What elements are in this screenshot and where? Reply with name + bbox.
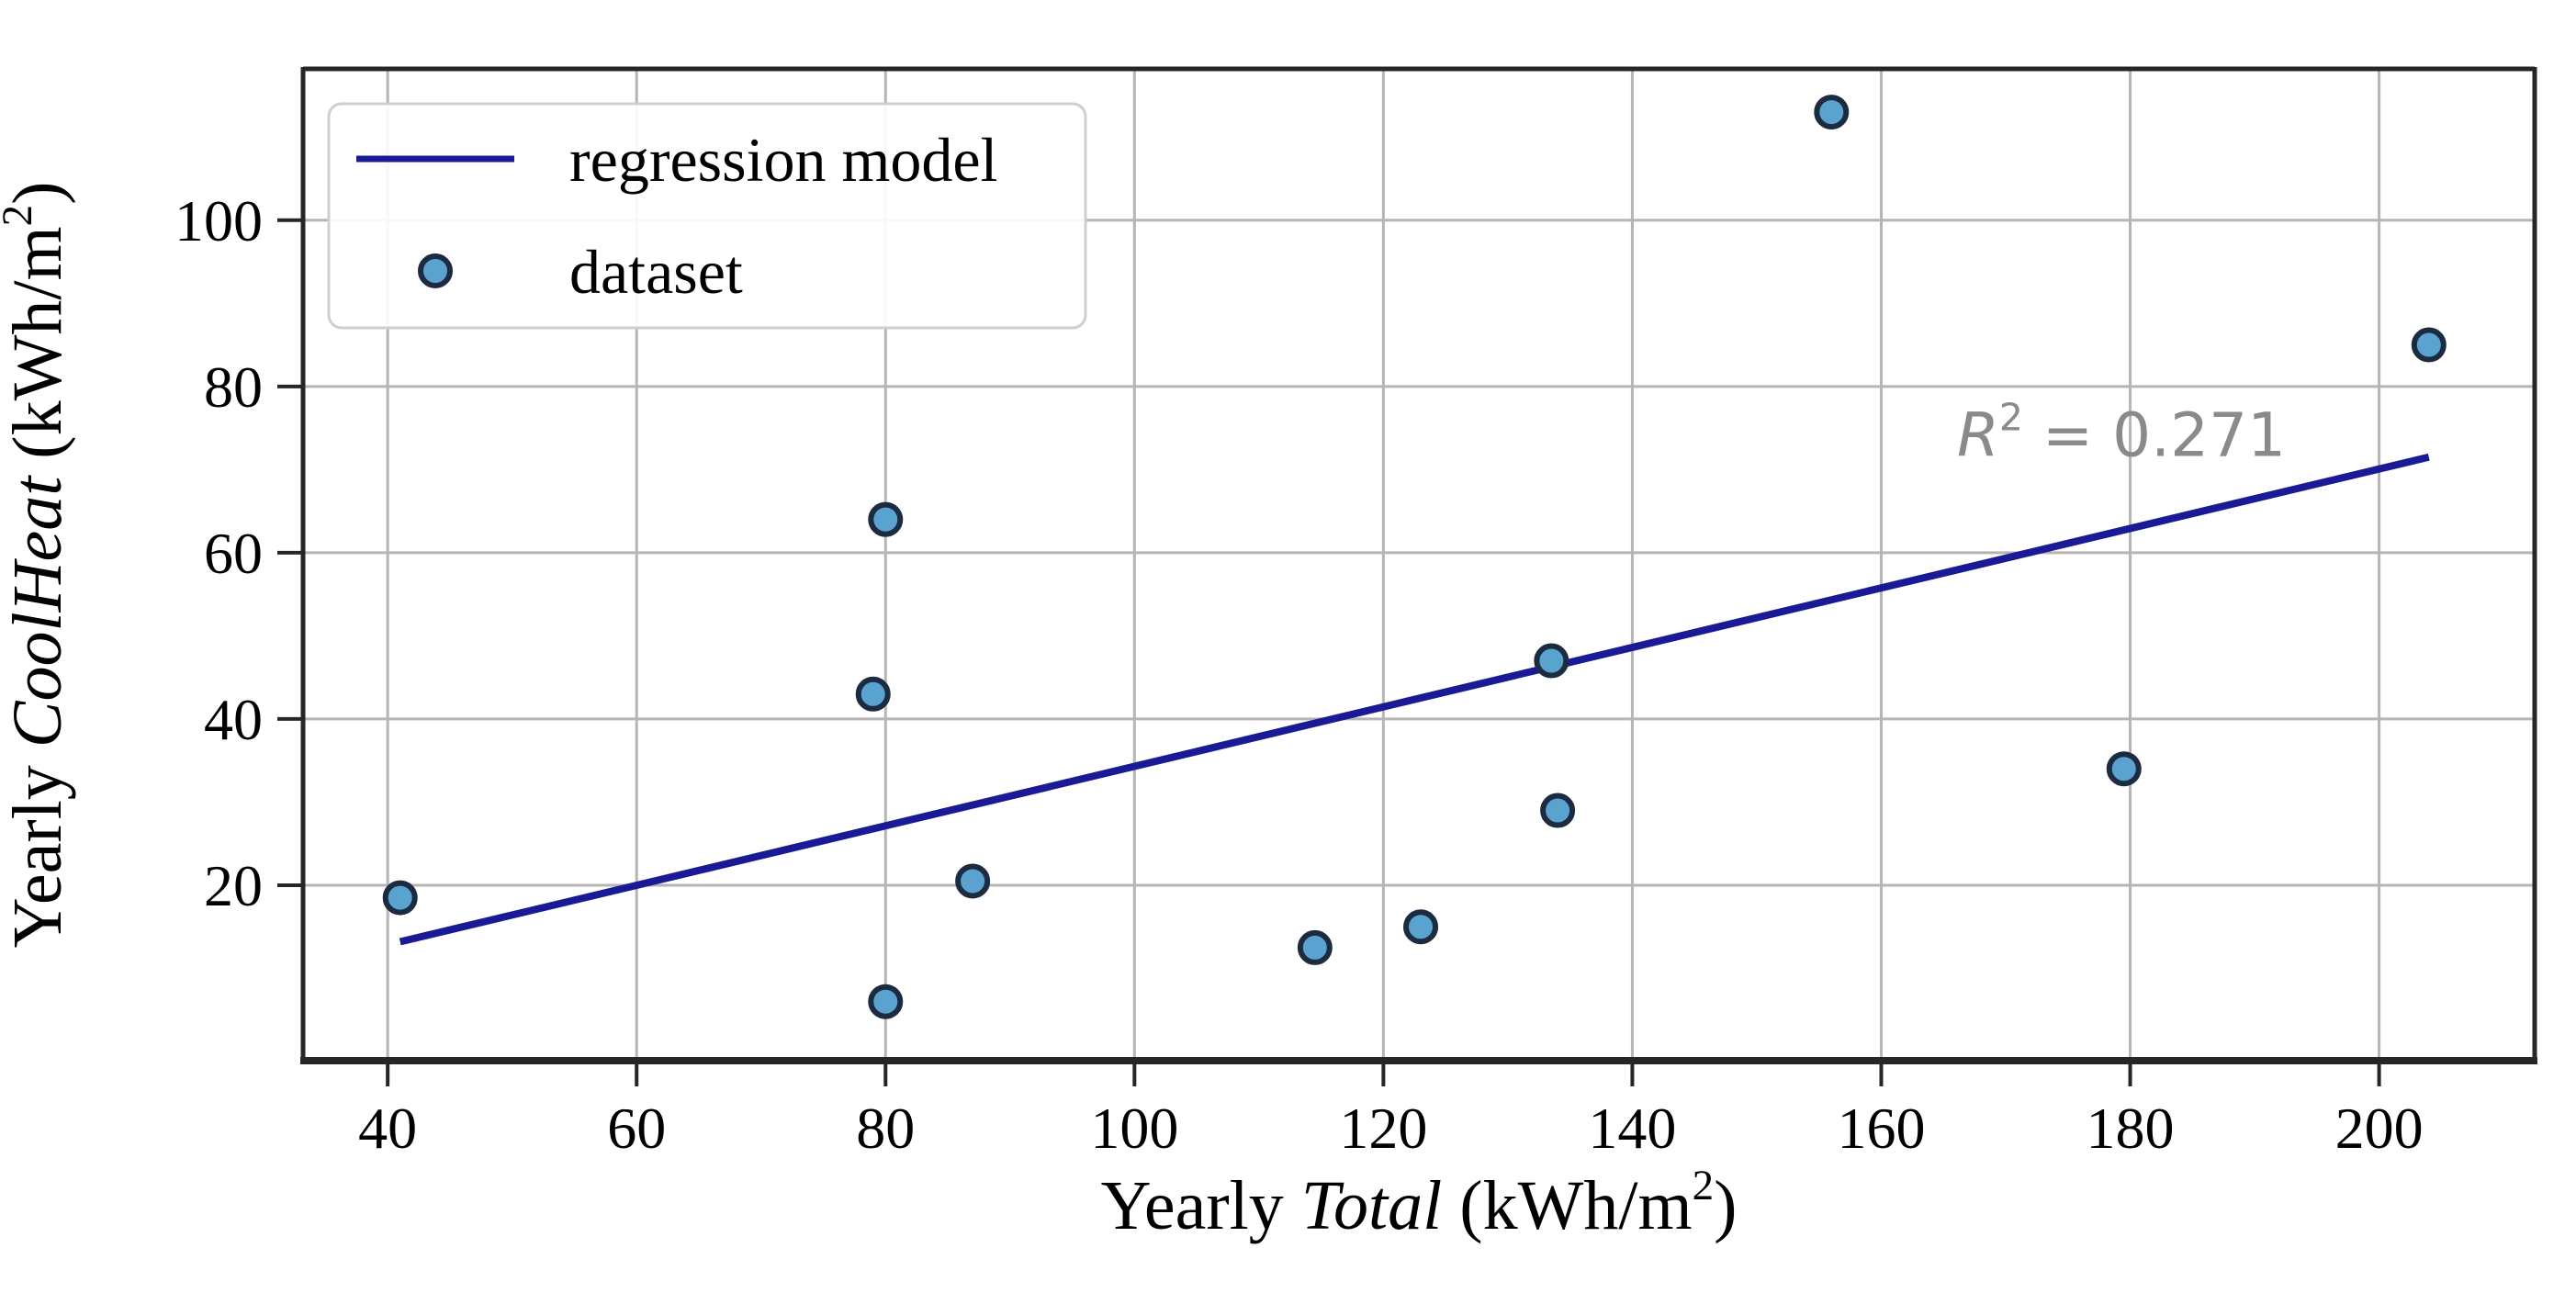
legend-label-dataset: dataset xyxy=(569,237,743,307)
data-point-5 xyxy=(1297,929,1333,965)
data-point-11 xyxy=(2411,327,2447,363)
tick-label-x-80: 80 xyxy=(856,1096,915,1161)
tick-label-x-180: 180 xyxy=(2087,1096,2175,1161)
tick-label-y-100: 100 xyxy=(174,188,263,253)
data-point-1 xyxy=(855,676,891,712)
x-axis-label-part: 2 xyxy=(1693,1162,1715,1209)
regression-line xyxy=(399,453,2430,946)
y-axis-label-part: ) xyxy=(0,182,76,205)
x-axis-label-part: ) xyxy=(1714,1167,1737,1244)
legend-label-regression: regression model xyxy=(569,125,997,195)
legend-marker-sample xyxy=(418,253,453,288)
tick-label-y-80: 80 xyxy=(204,354,263,420)
data-point-9 xyxy=(1814,95,1850,130)
data-point-8 xyxy=(1540,793,1576,828)
data-point-7 xyxy=(1534,643,1569,679)
tick-label-x-200: 200 xyxy=(2335,1096,2424,1161)
r-squared-annotation: R2 = 0.271 xyxy=(1957,396,2286,471)
y-axis-label-part: 2 xyxy=(0,205,41,227)
tick-label-y-20: 20 xyxy=(204,853,263,918)
data-point-3 xyxy=(868,984,904,1019)
y-axis-label-part: Yearly xyxy=(0,748,76,948)
x-axis-label-part: Yearly xyxy=(1101,1167,1301,1244)
tick-label-x-120: 120 xyxy=(1339,1096,1427,1161)
legend: regression model dataset xyxy=(327,102,1087,330)
y-axis-label-part: (kWh/m xyxy=(0,226,76,476)
data-point-4 xyxy=(955,863,991,899)
y-axis-label: Yearly CoolHeat (kWh/m2) xyxy=(0,182,76,949)
legend-box xyxy=(327,102,1087,330)
x-axis-label-part: Total xyxy=(1301,1167,1443,1244)
r-squared-annotation-part: R xyxy=(1957,399,1999,470)
data-point-2 xyxy=(868,501,904,537)
tick-label-y-40: 40 xyxy=(204,687,263,752)
data-point-10 xyxy=(2106,751,2142,787)
tick-label-x-40: 40 xyxy=(358,1096,417,1161)
data-point-0 xyxy=(382,880,418,916)
data-point-6 xyxy=(1403,909,1439,945)
x-axis-label: Yearly Total (kWh/m2) xyxy=(1101,1162,1738,1244)
tick-label-x-140: 140 xyxy=(1588,1096,1676,1161)
y-axis-label-part: CoolHeat xyxy=(0,475,76,748)
tick-label-x-160: 160 xyxy=(1837,1096,1925,1161)
tick-label-y-60: 60 xyxy=(204,521,263,586)
tick-label-x-60: 60 xyxy=(607,1096,666,1161)
r-squared-annotation-part: 2 xyxy=(1999,396,2023,440)
r-squared-annotation-part: = 0.271 xyxy=(2023,399,2286,470)
x-axis-label-part: (kWh/m xyxy=(1442,1167,1692,1244)
tick-label-x-100: 100 xyxy=(1090,1096,1178,1161)
